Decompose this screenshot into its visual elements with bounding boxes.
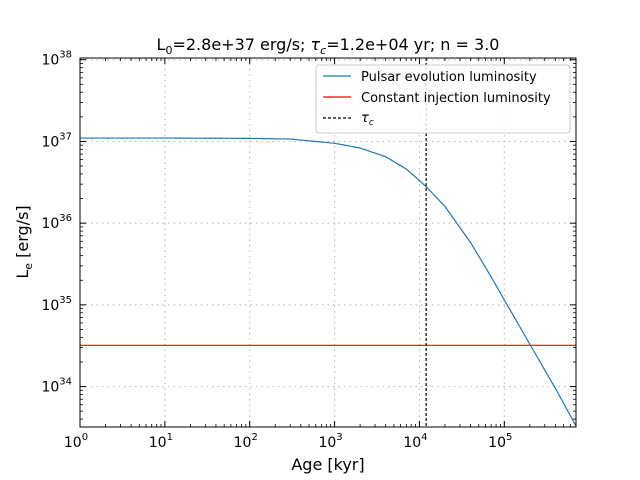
legend-label-pulsar: Pulsar evolution luminosity	[361, 70, 537, 85]
x-axis-label: Age [kyr]	[291, 455, 364, 474]
y-tick-label: 1037	[41, 131, 72, 150]
x-tick-label: 105	[488, 432, 512, 451]
axes-frame	[79, 57, 577, 428]
legend-label-tau: τc	[361, 111, 374, 128]
legend-label-constant: Constant injection luminosity	[361, 91, 551, 106]
pulsar-evolution-line	[80, 137, 576, 427]
y-tick-label: 1038	[41, 50, 72, 69]
x-tick-label: 104	[403, 432, 427, 451]
y-tick-label: 1034	[41, 377, 72, 396]
chart-title: L0=2.8e+37 erg/s; τc=1.2e+04 yr; n = 3.0	[157, 35, 500, 57]
ticks: 100 101 102 103 104 105 1034 1035 1036 1037 1038	[41, 50, 576, 451]
y-tick-label: 1036	[41, 213, 72, 232]
legend-box	[315, 64, 571, 134]
x-tick-label: 101	[149, 432, 173, 451]
legend: Pulsar evolution luminosity Constant inj…	[315, 64, 571, 134]
y-tick-label: 1035	[41, 295, 72, 314]
x-tick-label: 100	[64, 432, 88, 451]
x-tick-label: 102	[234, 432, 258, 451]
y-axis-label: Le [erg/s]	[13, 205, 35, 278]
x-tick-label: 103	[318, 432, 342, 451]
